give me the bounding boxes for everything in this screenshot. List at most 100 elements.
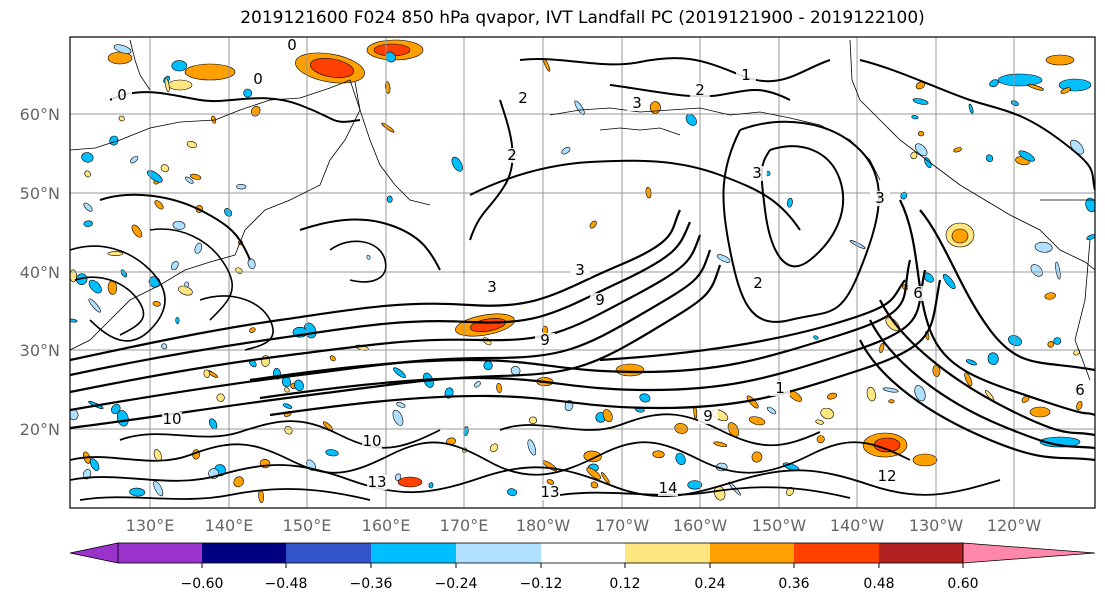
qvapor-anomaly-patch [171, 60, 188, 72]
qvapor-anomaly-patch [184, 281, 190, 288]
colorbar-tick-label: −0.36 [350, 576, 393, 592]
ivt-contour [70, 234, 702, 394]
qvapor-anomaly-patch [186, 140, 198, 149]
qvapor-anomaly-patch [233, 476, 244, 488]
qvapor-anomaly-patch [161, 343, 168, 350]
ivt-contour [760, 145, 845, 268]
contour-label: 10 [362, 432, 381, 450]
qvapor-anomaly-patch [329, 355, 336, 362]
ivt-contour [269, 279, 942, 417]
colorbar-tick-label: 0.48 [863, 576, 894, 592]
qvapor-anomaly-patch [912, 98, 929, 105]
coastline-segment [549, 107, 881, 181]
qvapor-anomaly-patch [583, 450, 602, 463]
qvapor-anomaly-patch [428, 482, 434, 489]
contour-label: 9 [703, 407, 713, 425]
contour-label: 2 [507, 146, 517, 164]
ivt-contour [70, 245, 166, 342]
qvapor-anomaly-patch [675, 452, 686, 466]
colorbar-tick-label: 0.24 [694, 576, 725, 592]
qvapor-anomaly-patch [184, 176, 194, 184]
qvapor-anomaly-patch [529, 416, 537, 425]
qvapor-anomaly-patch [1085, 197, 1095, 213]
qvapor-anomaly-patch [164, 77, 170, 93]
qvapor-anomaly-patch [216, 393, 225, 402]
qvapor-anomaly-patch [713, 441, 728, 448]
qvapor-anomaly-patch [118, 115, 125, 122]
ivt-contour [199, 295, 274, 351]
qvapor-anomaly-patch [451, 156, 463, 172]
lon-label: 160°W [673, 516, 728, 535]
qvapor-anomaly-patch [146, 170, 163, 183]
qvapor-anomaly-patch [1053, 337, 1062, 345]
qvapor-anomaly-patch [727, 422, 740, 437]
ivt-contour [879, 299, 1095, 437]
qvapor-anomaly-patch [189, 173, 202, 180]
qvapor-anomaly-patch [170, 261, 179, 271]
qvapor-anomaly-patch [1027, 83, 1044, 91]
qvapor-anomaly-patch [687, 480, 703, 490]
ivt-contour [119, 420, 441, 449]
qvapor-anomaly-patch [989, 79, 999, 88]
ivt-contour [79, 488, 371, 501]
colorbar-tick-label: 0.60 [947, 576, 978, 592]
qvapor-anomaly-patch [394, 473, 402, 481]
qvapor-anomaly-patch [1039, 436, 1081, 448]
qvapor-anomaly-patch [489, 443, 499, 453]
qvapor-anomaly-patch [917, 131, 925, 137]
qvapor-anomaly-patch [88, 298, 101, 313]
qvapor-anomaly-patch [224, 208, 233, 217]
contour-label: 6 [913, 284, 923, 302]
qvapor-anomaly-patch [953, 147, 962, 153]
qvapor-anomaly-patch [987, 352, 999, 365]
qvapor-anomaly-patch [474, 381, 481, 388]
qvapor-anomaly-patch [385, 81, 391, 94]
map-frame [69, 36, 1096, 509]
qvapor-anomaly-patch [111, 403, 121, 415]
qvapor-anomaly-patch [113, 44, 132, 54]
qvapor-anomaly-patch [396, 401, 406, 408]
ivt-contour [519, 57, 831, 83]
qvapor-anomaly-patch [107, 251, 124, 256]
qvapor-anomaly-patch [82, 469, 92, 480]
contour-label: 13 [540, 483, 559, 501]
qvapor-anomaly-patch [184, 63, 236, 81]
lon-label: 140°E [205, 516, 254, 535]
qvapor-anomaly-patch [294, 379, 304, 391]
colorbar-segment [202, 543, 286, 563]
contour-label: 9 [595, 291, 605, 309]
qvapor-anomaly-patch [507, 488, 518, 497]
contour-label: 3 [875, 189, 885, 207]
ivt-contour [859, 339, 1095, 462]
colorbar-tick-label: −0.12 [520, 576, 563, 592]
qvapor-anomaly-patch [1008, 335, 1022, 347]
qvapor-anomaly-patch [649, 101, 661, 114]
qvapor-anomaly-patch [911, 115, 919, 120]
qvapor-anomaly-patch [766, 406, 777, 415]
ivt-contour [70, 209, 681, 362]
ivt-contour [74, 276, 145, 336]
lat-label: 30°N [20, 341, 60, 360]
colorbar-segment [371, 543, 456, 563]
colorbar-segment [456, 543, 541, 563]
colorbar-segment [118, 543, 202, 563]
ivt-contour [559, 486, 851, 499]
lat-label: 40°N [20, 263, 60, 282]
qvapor-anomaly-patch [243, 88, 253, 98]
ivt-contour [919, 209, 1095, 372]
qvapor-anomaly-patch [1018, 150, 1035, 162]
qvapor-anomaly-patch [751, 451, 763, 463]
qvapor-anomaly-patch [942, 273, 956, 290]
qvapor-anomaly-patch [1034, 241, 1053, 253]
contour-label: 13 [367, 473, 386, 491]
qvapor-anomaly-patch [900, 191, 908, 200]
ivt-contour [722, 120, 880, 323]
qvapor-anomaly-patch [88, 279, 102, 294]
colorbar-tick-label: 0.12 [609, 576, 640, 592]
contour-label: 10 [162, 410, 181, 428]
ivt-contour [599, 279, 906, 362]
qvapor-anomaly-patch [685, 113, 697, 126]
